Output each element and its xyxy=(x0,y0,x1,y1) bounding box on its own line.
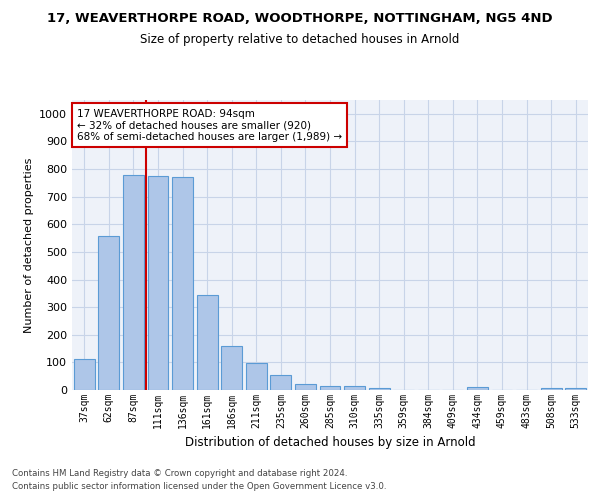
Bar xyxy=(246,363,267,390)
X-axis label: Distribution of detached houses by size in Arnold: Distribution of detached houses by size … xyxy=(185,436,475,450)
Bar xyxy=(541,388,562,390)
Text: Size of property relative to detached houses in Arnold: Size of property relative to detached ho… xyxy=(140,32,460,46)
Text: Contains public sector information licensed under the Open Government Licence v3: Contains public sector information licen… xyxy=(12,482,386,491)
Bar xyxy=(295,384,316,390)
Bar xyxy=(344,386,365,390)
Bar xyxy=(368,388,389,390)
Bar xyxy=(320,386,340,390)
Y-axis label: Number of detached properties: Number of detached properties xyxy=(23,158,34,332)
Bar xyxy=(221,346,242,390)
Bar xyxy=(148,176,169,390)
Bar xyxy=(172,178,193,390)
Text: Contains HM Land Registry data © Crown copyright and database right 2024.: Contains HM Land Registry data © Crown c… xyxy=(12,468,347,477)
Text: 17, WEAVERTHORPE ROAD, WOODTHORPE, NOTTINGHAM, NG5 4ND: 17, WEAVERTHORPE ROAD, WOODTHORPE, NOTTI… xyxy=(47,12,553,26)
Bar xyxy=(467,387,488,390)
Text: 17 WEAVERTHORPE ROAD: 94sqm
← 32% of detached houses are smaller (920)
68% of se: 17 WEAVERTHORPE ROAD: 94sqm ← 32% of det… xyxy=(77,108,342,142)
Bar xyxy=(123,174,144,390)
Bar xyxy=(271,376,292,390)
Bar xyxy=(565,388,586,390)
Bar xyxy=(197,294,218,390)
Bar xyxy=(98,236,119,390)
Bar xyxy=(74,359,95,390)
